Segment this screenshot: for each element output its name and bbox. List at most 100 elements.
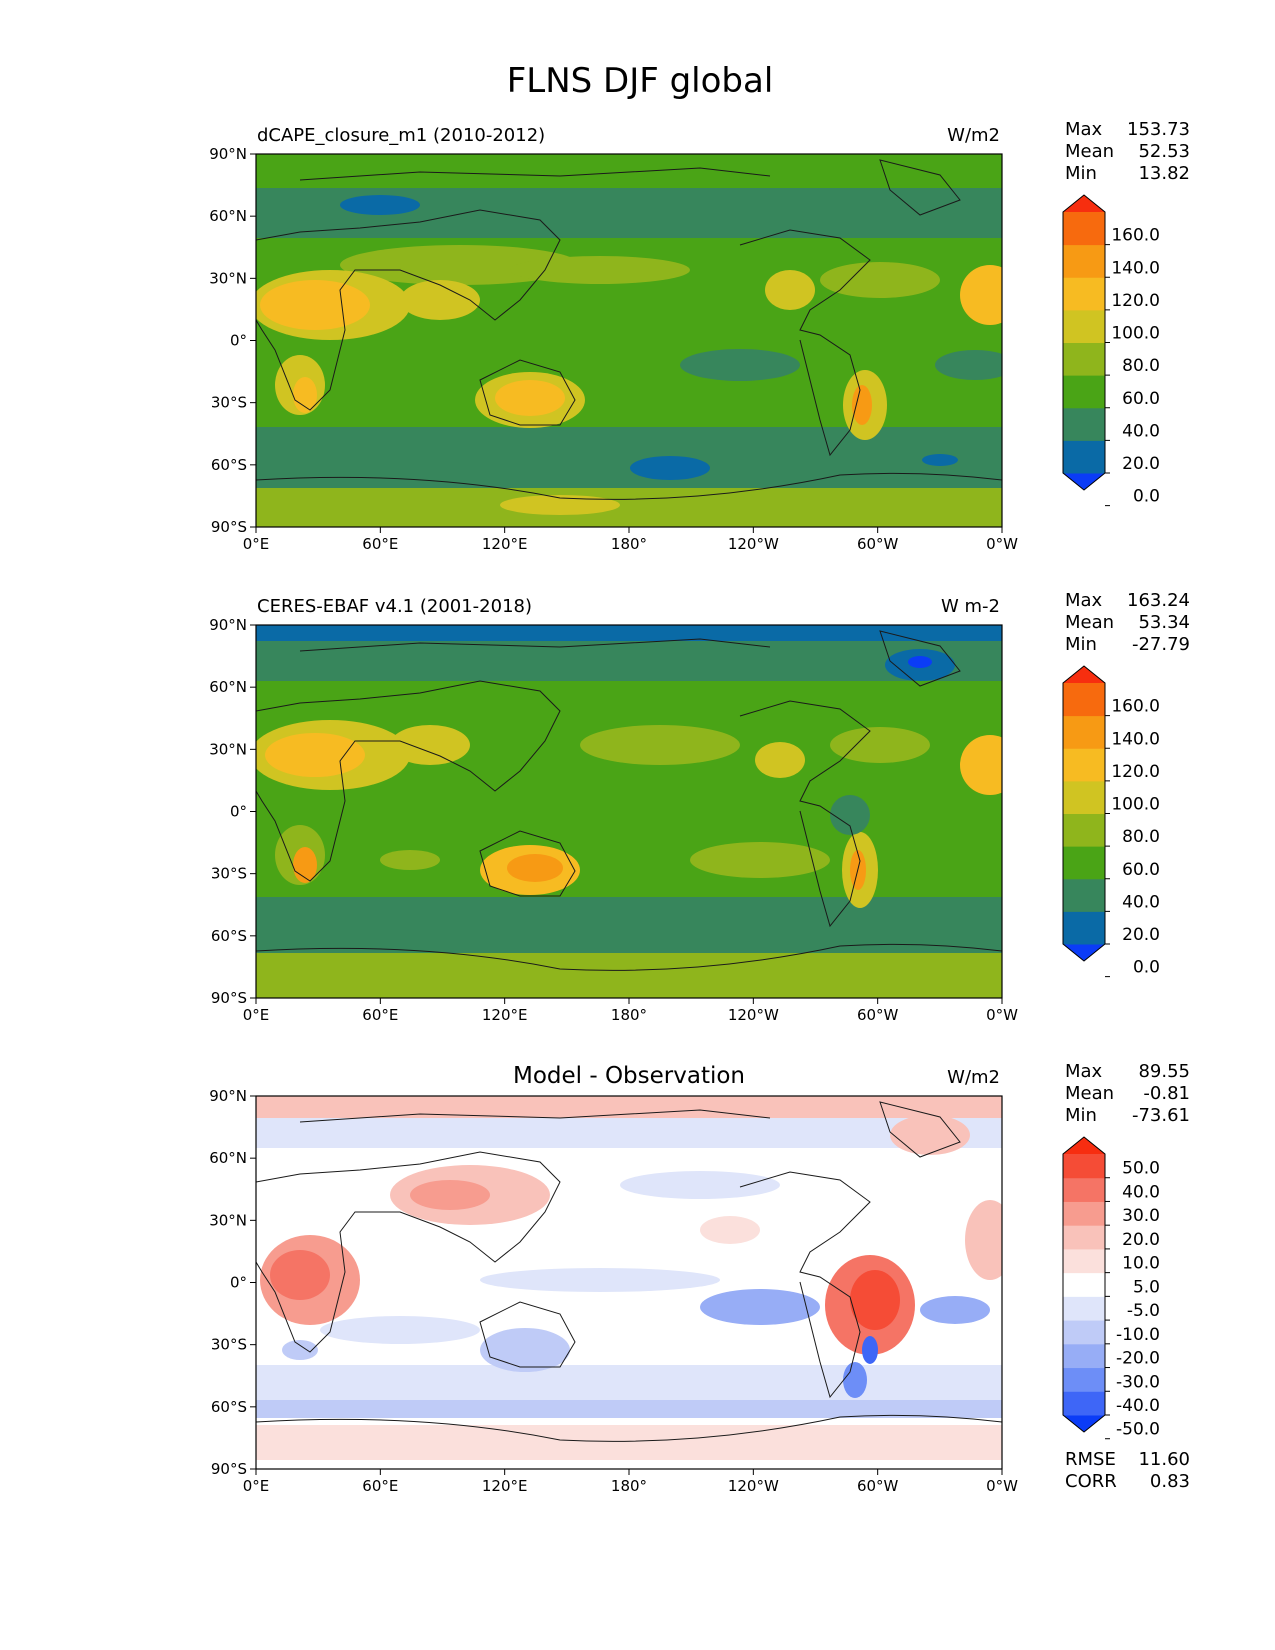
colorbar-tick-label: -20.0 bbox=[1116, 1349, 1160, 1369]
stat-label: Max bbox=[1065, 590, 1103, 611]
panel-diff-coastlines bbox=[256, 1101, 1002, 1442]
stat-label: Min bbox=[1065, 1105, 1097, 1126]
lat-tick-label: 0° bbox=[230, 803, 247, 821]
panel-obs-coastlines bbox=[256, 630, 1002, 971]
colorbar-tick-label: -30.0 bbox=[1116, 1372, 1160, 1392]
lat-tick-label: 60°N bbox=[209, 678, 247, 696]
lat-tick-label: 30°S bbox=[211, 865, 247, 883]
colorbar-tick-label: 140.0 bbox=[1111, 729, 1160, 749]
panel-model-stats: Max 153.73 Mean 52.53 Min 13.82 bbox=[1065, 119, 1190, 184]
lat-tick-label: 30°N bbox=[209, 269, 247, 287]
lon-tick-label: 60°E bbox=[362, 1006, 398, 1024]
colorbar-tick-label: 120.0 bbox=[1111, 762, 1160, 782]
colorbar-segment bbox=[1063, 440, 1105, 474]
colorbar-segment bbox=[1063, 1367, 1105, 1392]
stat-value: 89.55 bbox=[1138, 1061, 1190, 1082]
colorbar-segment bbox=[1063, 1225, 1105, 1250]
colorbar-segment bbox=[1063, 1272, 1105, 1297]
lon-tick-label: 60°W bbox=[857, 1477, 899, 1495]
lon-tick-label: 180° bbox=[611, 535, 647, 553]
stat-label: Mean bbox=[1065, 612, 1114, 633]
panel-model-lat-axis: 90°N 60°N 30°N 0° 30°S 60°S 90°S bbox=[209, 145, 256, 536]
lat-tick-label: 90°S bbox=[211, 518, 247, 536]
lon-tick-label: 120°W bbox=[728, 535, 779, 553]
colorbar-segment bbox=[1063, 1154, 1105, 1179]
colorbar-segment bbox=[1063, 342, 1105, 376]
panel-diff-center-title: Model - Observation bbox=[513, 1063, 745, 1089]
rmse-label: RMSE bbox=[1065, 1449, 1116, 1470]
lat-tick-label: 90°S bbox=[211, 989, 247, 1007]
lat-tick-label: 90°N bbox=[209, 145, 247, 163]
colorbar-tick-label: -10.0 bbox=[1116, 1325, 1160, 1345]
lat-tick-label: 90°N bbox=[209, 1087, 247, 1105]
lon-tick-label: 0°W bbox=[986, 1477, 1018, 1495]
colorbar-segment bbox=[1063, 683, 1105, 717]
lon-tick-label: 60°E bbox=[362, 1477, 398, 1495]
panel-model-left-title: dCAPE_closure_m1 (2010-2012) bbox=[257, 125, 545, 146]
panel-diff-lat-axis: 90°N 60°N 30°N 0° 30°S 60°S 90°S bbox=[209, 1087, 256, 1478]
colorbar-extend-low bbox=[1063, 473, 1105, 490]
lon-tick-label: 0°E bbox=[243, 535, 270, 553]
colorbar-extend-low bbox=[1063, 1415, 1105, 1432]
stat-value: -27.79 bbox=[1132, 634, 1190, 655]
colorbar-tick-label: 100.0 bbox=[1111, 324, 1160, 344]
figure-title: FLNS DJF global bbox=[507, 61, 774, 101]
lon-tick-label: 180° bbox=[611, 1006, 647, 1024]
panel-diff-stats: Max 89.55 Mean -0.81 Min -73.61 bbox=[1065, 1061, 1190, 1126]
panel-obs-map bbox=[256, 625, 1002, 998]
lat-tick-label: 30°N bbox=[209, 1211, 247, 1229]
colorbar-extend-high bbox=[1063, 666, 1105, 683]
colorbar-tick-label: 20.0 bbox=[1122, 1230, 1160, 1250]
panel-model-map bbox=[256, 154, 1002, 527]
corr-label: CORR bbox=[1065, 1471, 1117, 1492]
stat-label: Max bbox=[1065, 119, 1103, 140]
lon-tick-label: 120°E bbox=[482, 535, 528, 553]
colorbar-segment bbox=[1063, 1177, 1105, 1202]
stat-label: Max bbox=[1065, 1061, 1103, 1082]
panel-obs-lon-axis: 0°E 60°E 120°E 180° 120°W 60°W 0°W bbox=[243, 998, 1018, 1024]
lon-tick-label: 0°E bbox=[243, 1477, 270, 1495]
panel-obs-units: W m-2 bbox=[941, 596, 1000, 617]
colorbar-tick-label: 0.0 bbox=[1133, 487, 1160, 507]
colorbar-tick-label: 10.0 bbox=[1122, 1254, 1160, 1274]
colorbar-tick-label: 80.0 bbox=[1122, 356, 1160, 376]
lat-tick-label: 60°N bbox=[209, 207, 247, 225]
colorbar-tick-label: 60.0 bbox=[1122, 860, 1160, 880]
colorbar-segment bbox=[1063, 1201, 1105, 1226]
colorbar-segment bbox=[1063, 911, 1105, 945]
colorbar-tick-label: -50.0 bbox=[1116, 1420, 1160, 1440]
stat-label: Min bbox=[1065, 634, 1097, 655]
panel-diff-lon-axis: 0°E 60°E 120°E 180° 120°W 60°W 0°W bbox=[243, 1469, 1018, 1495]
colorbar-tick-label: 20.0 bbox=[1122, 454, 1160, 474]
colorbar-segment bbox=[1063, 780, 1105, 814]
colorbar-segment bbox=[1063, 813, 1105, 847]
lon-tick-label: 0°W bbox=[986, 1006, 1018, 1024]
lon-tick-label: 60°W bbox=[857, 535, 899, 553]
colorbar-tick-label: 80.0 bbox=[1122, 827, 1160, 847]
lat-tick-label: 30°S bbox=[211, 1336, 247, 1354]
lat-tick-label: 60°S bbox=[211, 456, 247, 474]
panel-obs-lat-axis: 90°N 60°N 30°N 0° 30°S 60°S 90°S bbox=[209, 616, 256, 1007]
lat-tick-label: 30°N bbox=[209, 740, 247, 758]
colorbar-segment bbox=[1063, 1248, 1105, 1274]
colorbar-segment bbox=[1063, 846, 1105, 880]
colorbar-tick-label: 50.0 bbox=[1122, 1159, 1160, 1179]
colorbar-segment bbox=[1063, 748, 1105, 782]
colorbar-segment bbox=[1063, 1320, 1105, 1345]
lon-tick-label: 60°E bbox=[362, 535, 398, 553]
lat-tick-label: 0° bbox=[230, 1274, 247, 1292]
colorbar-tick-label: 60.0 bbox=[1122, 389, 1160, 409]
colorbar-tick-label: 40.0 bbox=[1122, 1182, 1160, 1202]
lat-tick-label: 30°S bbox=[211, 394, 247, 412]
panel-diff-map bbox=[256, 1096, 1002, 1469]
stat-value: 153.73 bbox=[1127, 119, 1190, 140]
lon-tick-label: 120°W bbox=[728, 1006, 779, 1024]
panel-diff: Model - Observation W/m2 bbox=[209, 1061, 1190, 1495]
stat-value: -0.81 bbox=[1143, 1083, 1190, 1104]
colorbar-segment bbox=[1063, 309, 1105, 343]
colorbar-tick-label: 40.0 bbox=[1122, 421, 1160, 441]
colorbar-tick-label: 20.0 bbox=[1122, 925, 1160, 945]
panel-diff-extra-stats: RMSE 11.60 CORR 0.83 bbox=[1065, 1449, 1190, 1492]
colorbar-tick-label: 120.0 bbox=[1111, 291, 1160, 311]
colorbar-tick-label: 40.0 bbox=[1122, 892, 1160, 912]
